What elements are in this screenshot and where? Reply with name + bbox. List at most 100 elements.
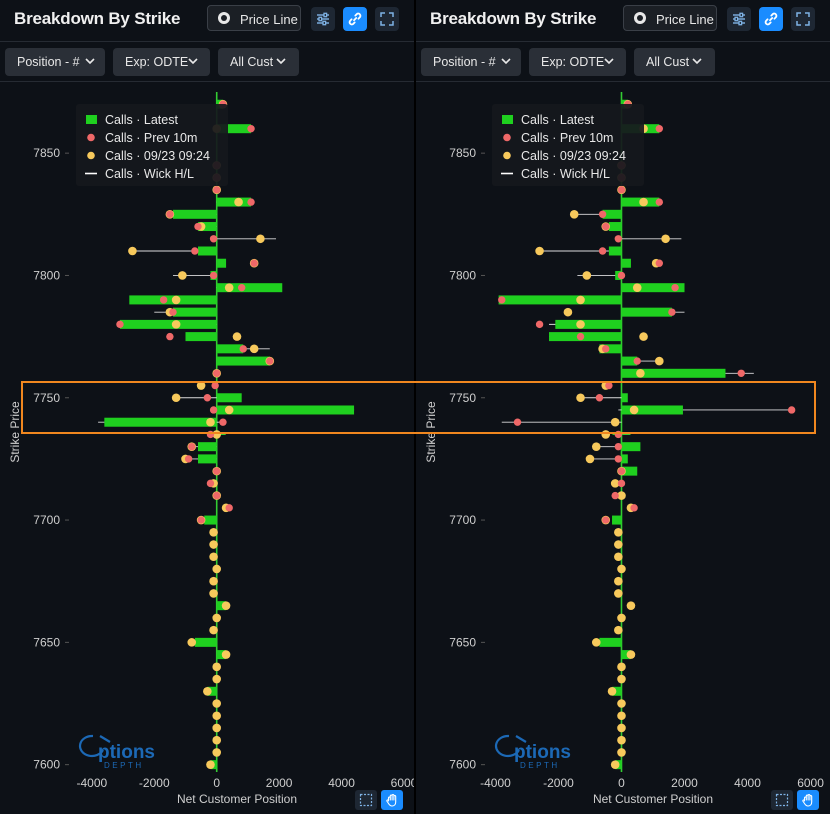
- position-bar: [197, 222, 217, 232]
- position-dropdown-label: Position - #: [17, 55, 80, 69]
- settings-button[interactable]: [727, 7, 751, 31]
- position-dropdown[interactable]: Position - #: [421, 48, 521, 76]
- snapshot-dot: [206, 760, 215, 769]
- prev-dot: [209, 271, 218, 280]
- position-bar: [216, 283, 283, 293]
- snapshot-dot: [576, 320, 585, 329]
- snapshot-dot: [212, 748, 222, 757]
- position-bar: [216, 356, 270, 366]
- breakdown-chart[interactable]: 7600 7650 7700 7750 7800 7850 -4000 -2000 0 2000 4…: [0, 82, 414, 814]
- toolbar-divider: [416, 81, 830, 82]
- y-tick-label: 7800: [33, 268, 60, 282]
- price-line-toggle[interactable]: Price Line: [207, 5, 301, 31]
- prev-dot: [237, 283, 246, 292]
- breakdown-chart[interactable]: 7600 7650 7700 7750 7800 7850 -4000 -2000 0 2000 4…: [416, 82, 830, 814]
- customer-dropdown[interactable]: All Cust: [218, 48, 299, 76]
- prev-dot: [787, 406, 796, 414]
- prev-dot: [209, 235, 218, 243]
- snapshot-dot: [249, 344, 259, 354]
- snapshot-dot: [203, 686, 212, 696]
- snapshot-dot: [196, 381, 206, 390]
- prev-dot: [166, 332, 174, 341]
- prev-dot: [166, 210, 174, 219]
- prev-dot: [655, 198, 664, 206]
- expiration-dropdown[interactable]: Exp: ODTE: [113, 48, 210, 76]
- position-bar: [621, 466, 638, 476]
- legend-entry-label: Calls · Prev 10m: [105, 131, 197, 145]
- prev-dot: [614, 235, 623, 243]
- snapshot-dot: [617, 735, 626, 745]
- header-divider: [416, 41, 830, 42]
- snapshot-dot: [639, 332, 648, 341]
- snapshot-dot: [610, 417, 620, 427]
- expiration-dropdown[interactable]: Exp: ODTE: [529, 48, 626, 76]
- position-dropdown[interactable]: Position - #: [5, 48, 105, 76]
- position-bar: [621, 368, 726, 378]
- snapshot-dot: [212, 564, 222, 574]
- box-select-tool[interactable]: [771, 790, 793, 810]
- pan-tool[interactable]: [797, 790, 819, 810]
- snapshot-dot: [617, 564, 626, 574]
- prev-dot: [266, 357, 274, 365]
- pan-tool[interactable]: [381, 790, 403, 810]
- prev-dot: [611, 491, 619, 500]
- legend-background: [76, 104, 228, 186]
- prev-dot: [213, 369, 221, 377]
- x-tick-label: 2000: [671, 776, 698, 790]
- logo-swoosh-icon: [494, 734, 527, 758]
- panel-divider: [414, 0, 416, 814]
- y-axis-label: Strike Price: [8, 401, 22, 463]
- link-button[interactable]: [343, 7, 367, 31]
- link-button[interactable]: [759, 7, 783, 31]
- snapshot-dot: [617, 748, 626, 757]
- prev-dot: [633, 357, 641, 365]
- prev-dot: [159, 296, 168, 304]
- legend-prev-swatch: [503, 133, 511, 142]
- prev-dot: [225, 504, 233, 512]
- x-tick-label: -4000: [480, 776, 511, 790]
- link-icon: [764, 12, 778, 26]
- snapshot-dot: [206, 417, 215, 427]
- position-bar: [216, 405, 355, 415]
- snapshot-dot: [614, 625, 623, 635]
- snapshot-dot: [224, 283, 234, 292]
- prev-dot: [617, 271, 626, 280]
- position-bar: [599, 344, 622, 354]
- legend-entry-label: Calls · Wick H/L: [105, 167, 194, 181]
- customer-dropdown-label: All Cust: [646, 55, 690, 69]
- prev-dot: [737, 369, 745, 377]
- snapshot-dot: [224, 405, 234, 415]
- y-tick-label: 7600: [449, 758, 476, 772]
- x-tick-label: 4000: [734, 776, 761, 790]
- y-tick-label: 7650: [33, 635, 60, 649]
- expand-icon: [380, 12, 394, 26]
- fullscreen-button[interactable]: [791, 7, 815, 31]
- position-dropdown-label: Position - #: [433, 55, 496, 69]
- snapshot-dot: [535, 246, 544, 256]
- position-bar: [612, 515, 622, 525]
- prev-dot: [188, 442, 196, 451]
- position-bar: [197, 442, 217, 452]
- box-select-tool[interactable]: [355, 790, 377, 810]
- snapshot-dot: [591, 442, 601, 451]
- settings-button[interactable]: [311, 7, 335, 31]
- prev-dot: [614, 430, 623, 439]
- prev-dot: [576, 332, 585, 341]
- legend-entry-label: Calls · Latest: [521, 113, 594, 127]
- prev-dot: [630, 504, 638, 512]
- prev-dot: [206, 430, 215, 439]
- prev-dot: [169, 308, 177, 316]
- snapshot-dot: [582, 271, 592, 280]
- legend-entry-label: Calls · Wick H/L: [521, 167, 610, 181]
- panel-title: Breakdown By Strike: [430, 9, 597, 28]
- customer-dropdown[interactable]: All Cust: [634, 48, 715, 76]
- position-bar: [216, 258, 227, 268]
- legend-bar-swatch: [502, 115, 513, 124]
- prev-dot: [668, 308, 676, 316]
- prev-dot: [191, 247, 199, 255]
- position-bar: [216, 124, 252, 134]
- snapshot-dot: [614, 576, 623, 586]
- price-line-toggle[interactable]: Price Line: [623, 5, 717, 31]
- snapshot-dot: [661, 234, 670, 244]
- fullscreen-button[interactable]: [375, 7, 399, 31]
